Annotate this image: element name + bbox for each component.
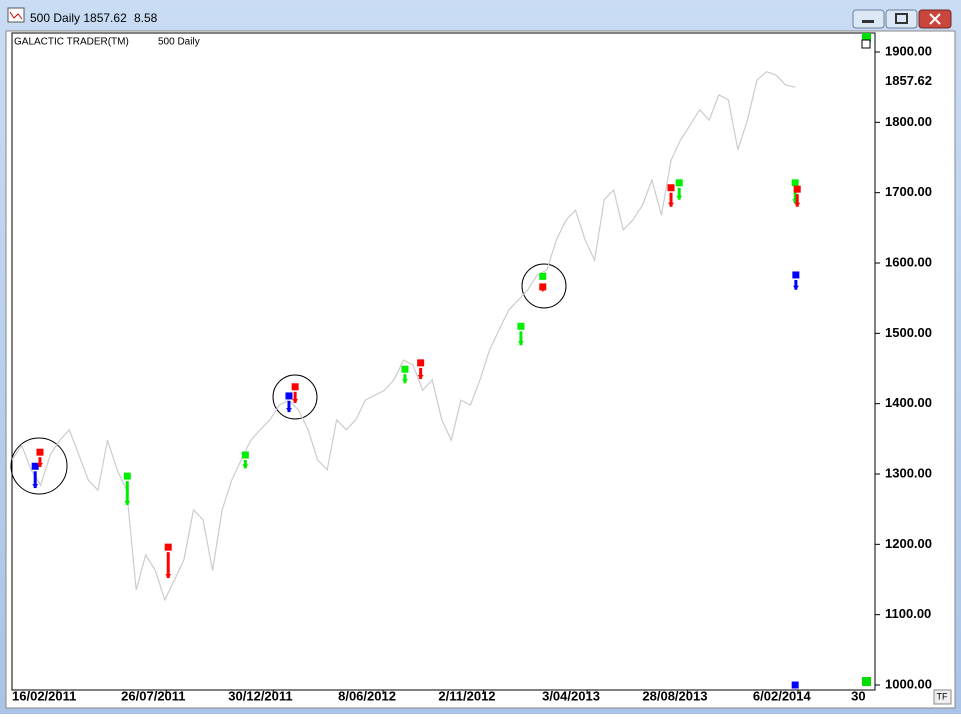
signal-marker — [241, 451, 249, 459]
minimize-glyph — [862, 20, 874, 23]
plot-area — [11, 32, 876, 691]
scroll-marker-bottom — [862, 677, 871, 686]
x-tick-label: 6/02/2014 — [753, 688, 812, 703]
plot-layer — [12, 71, 801, 689]
window-icon — [7, 7, 25, 23]
signal-arrowhead — [285, 408, 292, 413]
highlight-circle — [272, 374, 318, 420]
signal-marker — [667, 184, 675, 192]
y-tick-label: 1300.00 — [885, 465, 932, 480]
y-tick-label: 1500.00 — [885, 325, 932, 340]
signal-arrowhead — [292, 398, 299, 403]
signal-marker — [517, 322, 525, 330]
signal-marker — [164, 543, 172, 551]
signal-arrowhead — [165, 574, 172, 579]
x-tick-label: 3/04/2013 — [542, 688, 600, 703]
signal-arrowhead — [417, 375, 424, 380]
x-tick-label: 30 — [851, 688, 865, 703]
signal-marker — [791, 179, 799, 187]
signal-arrowhead — [676, 195, 683, 200]
signal-arrowhead — [242, 464, 249, 469]
x-tick-label: 8/06/2012 — [338, 688, 396, 703]
maximize-button[interactable] — [885, 9, 918, 29]
x-tick-label: 26/07/2011 — [121, 688, 185, 703]
x-tick-label: 28/08/2013 — [642, 688, 707, 703]
maximize-glyph — [895, 13, 908, 24]
window-icon-glyph — [9, 11, 23, 20]
scroll-marker-top — [862, 33, 871, 42]
y-tick-label: 1800.00 — [885, 114, 932, 129]
x-axis: 16/02/2011 26/07/2011 30/12/2011 8/06/2012 2… — [12, 688, 866, 703]
highlight-circle — [10, 437, 68, 495]
y-tick-label: 1600.00 — [885, 254, 932, 269]
tf-button[interactable] — [933, 689, 952, 705]
signal-arrowhead — [36, 462, 43, 467]
signal-marker — [793, 185, 801, 193]
minimize-button[interactable] — [852, 9, 885, 29]
chart-title: GALACTIC TRADER(TM) — [14, 37, 129, 48]
y-tick-label: 1700.00 — [885, 184, 932, 199]
signal-marker — [539, 283, 547, 291]
signal-marker — [417, 359, 425, 367]
window-title: 500 Daily 1857.62 — [30, 11, 127, 25]
signal-arrowhead — [517, 341, 524, 346]
signal-marker — [291, 383, 299, 391]
signal-marker — [675, 179, 683, 187]
y-axis: 1000.00 1100.00 1200.00 1300.00 1400.00 1500.… — [875, 43, 932, 691]
signal-marker — [791, 681, 799, 689]
signal-arrowhead — [32, 484, 39, 489]
tf-button-label: TF — [937, 691, 948, 701]
signal-marker — [285, 392, 293, 400]
highlight-circle — [521, 263, 567, 309]
signal-marker — [31, 462, 39, 470]
signal-arrowhead — [668, 202, 675, 207]
price-line — [12, 71, 796, 602]
signal-arrowhead — [794, 202, 801, 207]
signal-marker — [792, 271, 800, 279]
signal-marker — [401, 365, 409, 373]
signal-arrowhead — [792, 285, 799, 290]
x-tick-label: 2/11/2012 — [438, 688, 495, 703]
y-tick-label: 1100.00 — [885, 606, 931, 621]
y-tick-label: 1900.00 — [885, 43, 932, 58]
close-glyph — [929, 13, 941, 25]
window-change: 8.58 — [134, 11, 158, 25]
y-tick-label: 1200.00 — [885, 536, 932, 551]
signal-marker — [123, 472, 131, 480]
x-tick-label: 30/12/2011 — [228, 688, 292, 703]
y-tick-label: 1400.00 — [885, 395, 932, 410]
scroll-box — [861, 39, 871, 49]
signal-marker — [36, 448, 44, 456]
x-tick-label: 16/02/2011 — [12, 688, 76, 703]
signal-arrowhead — [124, 500, 131, 505]
current-price-label: 1857.62 — [885, 73, 932, 88]
signal-marker — [539, 272, 547, 280]
y-tick-label: 1000.00 — [885, 676, 932, 691]
signal-arrowhead — [401, 379, 408, 384]
chart-subtitle: 500 Daily — [158, 37, 200, 48]
